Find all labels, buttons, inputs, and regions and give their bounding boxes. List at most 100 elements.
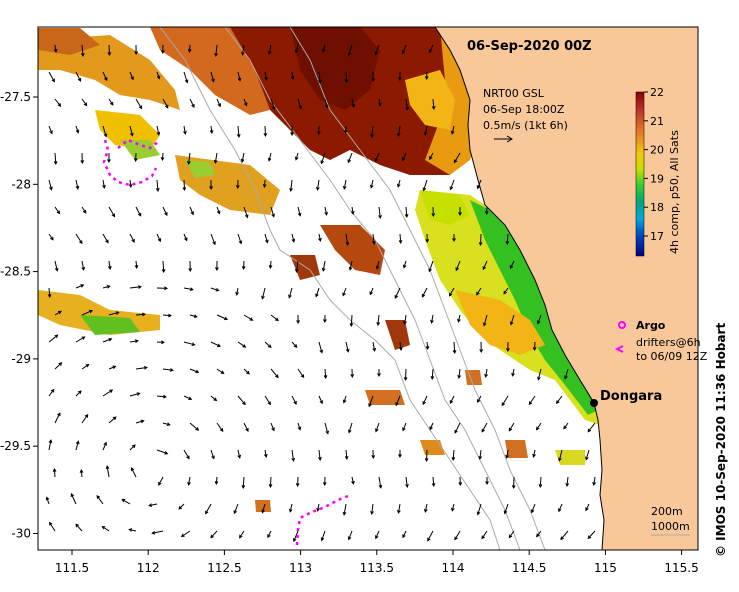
current-arrow (129, 340, 138, 343)
current-arrow (270, 368, 279, 378)
current-arrow (210, 71, 215, 82)
current-arrowhead (49, 521, 53, 526)
current-arrowhead (320, 537, 325, 542)
current-arrowhead (109, 101, 114, 106)
current-arrowhead (503, 290, 507, 295)
current-arrow (243, 368, 250, 375)
current-arrowhead (216, 210, 221, 215)
current-arrowhead (396, 183, 401, 188)
current-arrowhead (398, 454, 402, 459)
x-tick-label: 114 (442, 561, 465, 575)
current-arrow (297, 368, 305, 378)
current-arrowhead (398, 77, 402, 82)
current-arrowhead (160, 50, 165, 55)
current-arrow (295, 44, 299, 53)
colorbar-label: 4h comp, p50, All Sats (668, 130, 681, 254)
current-arrowhead (134, 264, 139, 269)
y-tick-label: -30 (11, 527, 31, 541)
current-arrowhead (75, 129, 80, 134)
current-arrow (156, 179, 159, 191)
current-arrowhead (350, 374, 355, 379)
current-arrowhead (195, 427, 200, 431)
current-arrowhead (75, 185, 80, 190)
current-arrow (452, 449, 455, 461)
current-arrowhead (431, 106, 436, 110)
colorbar-ramp (635, 91, 645, 257)
current-arrowhead (138, 105, 143, 110)
current-arrowhead (371, 78, 376, 83)
current-arrowhead (233, 510, 238, 515)
current-arrowhead (425, 239, 430, 244)
current-arrowhead (296, 320, 300, 325)
current-arrowhead (130, 132, 134, 137)
current-arrow (402, 152, 407, 161)
current-arrow (431, 368, 434, 380)
current-arrowhead (315, 186, 320, 191)
current-arrow (351, 206, 354, 214)
current-arrowhead (585, 456, 589, 461)
current-arrow (48, 440, 52, 451)
current-arrow (348, 530, 353, 540)
current-arrowhead (85, 363, 90, 368)
current-arrow (324, 98, 328, 108)
place-label: Dongara (600, 389, 662, 404)
current-arrowhead (482, 322, 487, 327)
current-arrowhead (243, 102, 248, 107)
current-arrow (531, 503, 536, 513)
current-arrow (54, 44, 57, 53)
current-arrowhead (57, 412, 61, 417)
current-arrowhead (111, 213, 116, 218)
current-arrowhead (164, 104, 169, 109)
current-arrow (324, 206, 328, 215)
current-arrow (563, 422, 569, 429)
current-arrow (149, 503, 158, 507)
current-arrow (536, 530, 542, 537)
current-arrowhead (485, 481, 489, 486)
current-arrow (102, 233, 109, 243)
current-arrow (585, 449, 590, 460)
current-arrowhead (156, 75, 161, 80)
current-arrow (210, 125, 213, 134)
current-arrowhead (325, 430, 330, 435)
current-arrowhead (220, 370, 225, 374)
current-arrowhead (424, 76, 429, 81)
current-arrow (129, 444, 136, 451)
current-arrowhead (508, 534, 513, 539)
current-arrow (481, 530, 488, 539)
current-arrow (375, 44, 380, 55)
current-arrowhead (401, 157, 406, 162)
current-arrowhead (108, 337, 113, 342)
current-arrow (161, 152, 164, 161)
current-arrow (75, 523, 83, 532)
current-arrow (270, 98, 276, 110)
current-arrowhead (449, 400, 454, 405)
current-arrow (183, 233, 188, 241)
current-arrowhead (164, 212, 168, 217)
current-arrow (455, 260, 461, 271)
current-arrow (46, 497, 50, 505)
current-arrow (397, 125, 401, 136)
current-arrow (375, 422, 380, 432)
current-arrowhead (345, 348, 350, 353)
current-legend: NRT00 GSL 06-Sep 18:00Z 0.5m/s (1kt 6h) (483, 87, 568, 143)
current-arrowhead (235, 291, 239, 296)
current-arrow (75, 125, 79, 133)
current-arrow (162, 368, 173, 371)
current-arrowhead (347, 52, 352, 57)
current-arrow (508, 530, 515, 538)
current-arrowhead (263, 453, 268, 458)
current-arrowhead (189, 287, 194, 292)
drifters-line2: to 06/09 12Z (636, 350, 708, 363)
current-arrowhead (370, 133, 374, 138)
current-arrow (75, 71, 81, 82)
current-arrow (210, 341, 221, 347)
current-arrowhead (395, 402, 399, 407)
current-arrow (587, 530, 596, 539)
current-arrow (81, 414, 89, 424)
current-arrowhead (405, 106, 409, 111)
current-arrowhead (75, 440, 80, 445)
current-arrowhead (212, 241, 216, 246)
current-arrow (108, 206, 115, 217)
current-arrow (242, 44, 245, 55)
current-arrowhead (398, 240, 403, 245)
